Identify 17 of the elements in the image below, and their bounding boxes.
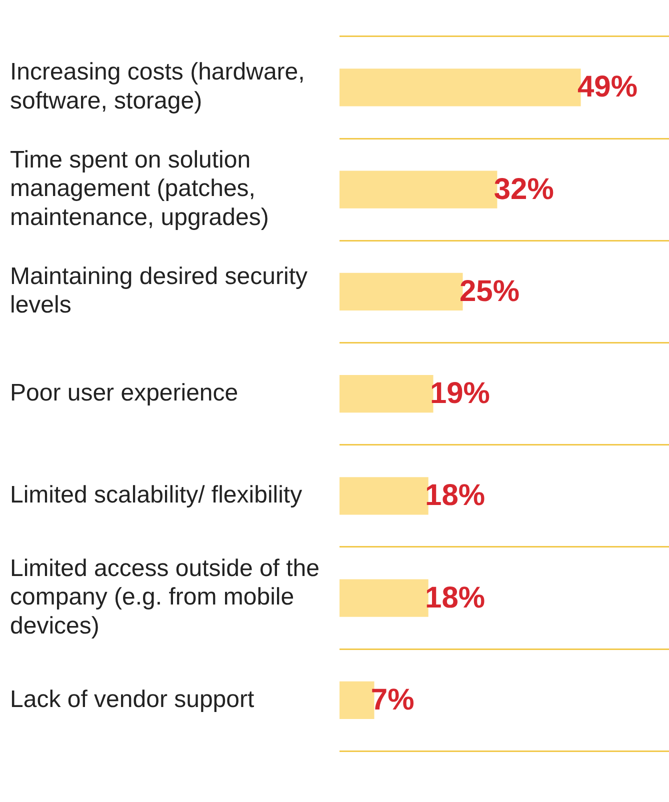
y-tick-label: Lack of vendor support bbox=[10, 686, 254, 713]
y-tick-label: Poor user experience bbox=[10, 379, 238, 406]
data-label: 32% bbox=[494, 172, 554, 206]
y-tick-label: Limited scalability/ flexibility bbox=[10, 482, 302, 509]
bar bbox=[340, 374, 434, 413]
y-tick-label: Increasing costs (hardware, software, storage) bbox=[10, 58, 305, 114]
y-tick-label: Maintaining desired security levels bbox=[10, 262, 308, 319]
y-tick-label: Time spent on solution management (patches, maintenance, upgrades) bbox=[10, 146, 269, 231]
data-label: 18% bbox=[425, 479, 486, 512]
data-label: 7% bbox=[370, 683, 414, 716]
data-label: 18% bbox=[425, 581, 486, 614]
bar bbox=[340, 477, 428, 515]
data-label: 25% bbox=[459, 274, 520, 308]
y-tick-label: Limited access outside of the company (e.g. from mobile devices) bbox=[10, 554, 320, 640]
data-label: 49% bbox=[577, 70, 638, 104]
bar bbox=[340, 579, 428, 617]
data-label: 19% bbox=[430, 377, 490, 410]
